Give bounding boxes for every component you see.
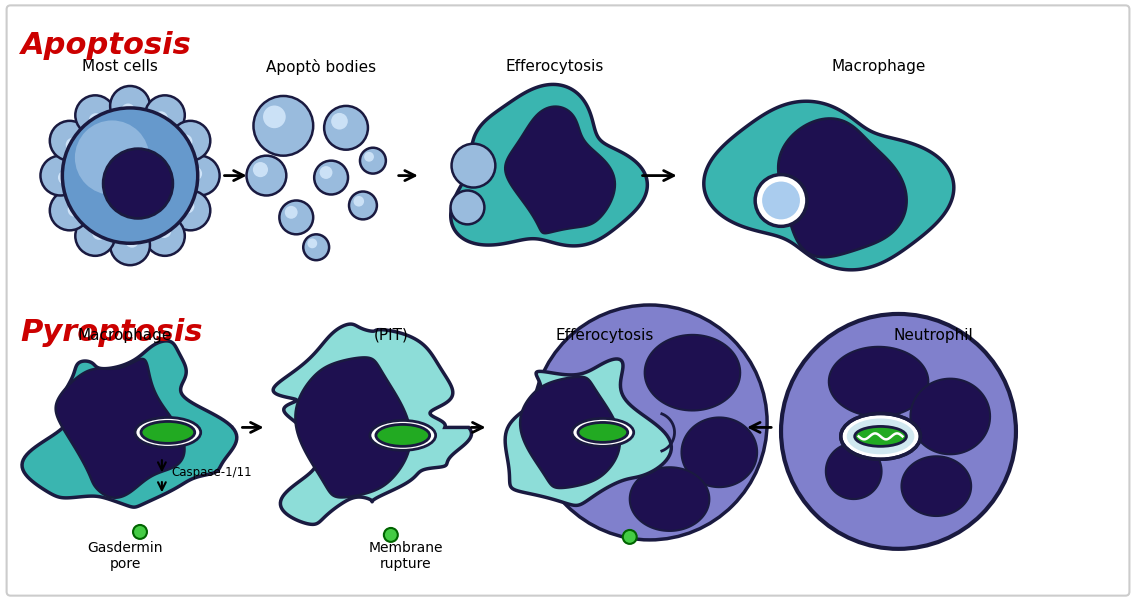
Text: (PIT): (PIT)	[374, 328, 408, 343]
Circle shape	[75, 216, 115, 256]
Circle shape	[254, 96, 313, 156]
Circle shape	[360, 148, 386, 173]
Circle shape	[781, 314, 1016, 549]
Polygon shape	[450, 85, 647, 246]
Ellipse shape	[855, 426, 906, 446]
Polygon shape	[520, 377, 620, 488]
Polygon shape	[829, 347, 928, 417]
Circle shape	[125, 234, 139, 248]
Circle shape	[253, 162, 267, 177]
Circle shape	[66, 138, 80, 152]
Circle shape	[110, 225, 150, 265]
Polygon shape	[295, 358, 410, 498]
Circle shape	[365, 152, 374, 162]
Circle shape	[178, 135, 192, 149]
Text: Efferocytosis: Efferocytosis	[506, 59, 605, 74]
Circle shape	[247, 156, 286, 196]
Circle shape	[181, 199, 194, 213]
Circle shape	[279, 201, 313, 234]
Ellipse shape	[141, 422, 194, 443]
FancyBboxPatch shape	[7, 5, 1129, 596]
Polygon shape	[505, 359, 671, 506]
Circle shape	[158, 224, 171, 238]
Circle shape	[325, 106, 368, 150]
Polygon shape	[630, 467, 710, 531]
Polygon shape	[273, 324, 472, 524]
Circle shape	[314, 161, 347, 194]
Polygon shape	[645, 335, 741, 411]
Circle shape	[145, 216, 185, 256]
Text: Caspase-1/11: Caspase-1/11	[171, 466, 253, 479]
Circle shape	[75, 95, 115, 135]
Circle shape	[50, 190, 89, 230]
Circle shape	[40, 156, 80, 196]
Text: Macrophage: Macrophage	[78, 328, 173, 343]
Circle shape	[756, 175, 807, 226]
Circle shape	[623, 530, 637, 544]
Text: Membrane
rupture: Membrane rupture	[368, 541, 443, 571]
Circle shape	[303, 234, 329, 260]
Circle shape	[75, 120, 150, 195]
Circle shape	[533, 305, 767, 540]
Polygon shape	[681, 417, 757, 487]
Circle shape	[121, 103, 135, 117]
Polygon shape	[778, 118, 906, 257]
Circle shape	[331, 113, 347, 129]
Ellipse shape	[578, 422, 628, 442]
Polygon shape	[56, 359, 184, 498]
Circle shape	[103, 149, 173, 219]
Circle shape	[110, 86, 150, 126]
Ellipse shape	[135, 417, 201, 448]
Polygon shape	[704, 101, 953, 270]
Ellipse shape	[376, 425, 430, 446]
Circle shape	[145, 95, 185, 135]
Circle shape	[154, 111, 168, 125]
Circle shape	[762, 182, 800, 219]
Ellipse shape	[572, 419, 633, 446]
Circle shape	[451, 144, 495, 187]
Circle shape	[349, 191, 377, 219]
Text: Apoptosis: Apoptosis	[21, 31, 191, 60]
Ellipse shape	[370, 420, 435, 451]
Text: Gasdermin
pore: Gasdermin pore	[87, 541, 162, 571]
Text: Pyroptosis: Pyroptosis	[21, 318, 203, 347]
Circle shape	[170, 121, 210, 161]
Ellipse shape	[841, 414, 920, 459]
Circle shape	[93, 226, 106, 240]
Circle shape	[58, 170, 72, 184]
Polygon shape	[505, 106, 615, 233]
Text: Neutrophil: Neutrophil	[894, 328, 973, 343]
Circle shape	[189, 167, 202, 181]
Circle shape	[170, 190, 210, 230]
Circle shape	[263, 106, 286, 128]
Text: Macrophage: Macrophage	[831, 59, 926, 74]
Circle shape	[353, 196, 365, 207]
Text: Most cells: Most cells	[82, 59, 158, 74]
Circle shape	[50, 121, 89, 161]
Circle shape	[450, 190, 485, 224]
Circle shape	[63, 108, 198, 243]
Polygon shape	[22, 341, 237, 507]
Ellipse shape	[847, 419, 914, 454]
Polygon shape	[911, 379, 990, 454]
Polygon shape	[902, 456, 972, 516]
Circle shape	[133, 525, 147, 539]
Text: Apoptò bodies: Apoptò bodies	[266, 59, 376, 75]
Circle shape	[285, 206, 297, 219]
Circle shape	[320, 166, 333, 179]
Circle shape	[67, 203, 81, 217]
Circle shape	[307, 239, 318, 248]
Circle shape	[179, 156, 219, 196]
Polygon shape	[826, 443, 881, 499]
Circle shape	[89, 113, 103, 127]
Text: Efferocytosis: Efferocytosis	[555, 328, 654, 343]
Circle shape	[384, 528, 398, 542]
